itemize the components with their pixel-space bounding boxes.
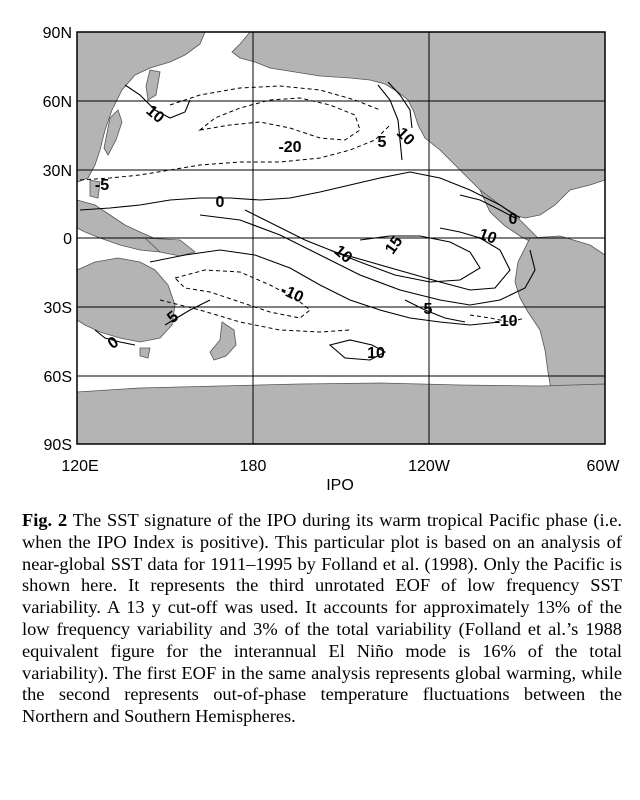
landmass-asia bbox=[76, 31, 206, 183]
y-tick-0: 0 bbox=[63, 231, 72, 248]
x-tick-120w: 120W bbox=[408, 458, 451, 475]
contour-label: 10 bbox=[476, 226, 499, 248]
x-axis-ticks: 120E 180 120W 60W bbox=[61, 458, 620, 475]
landmass-kamchatka bbox=[145, 69, 161, 101]
contour-minus10-se bbox=[469, 314, 526, 323]
y-tick-30n: 30N bbox=[43, 163, 72, 180]
contour-minus20 bbox=[198, 97, 361, 141]
x-tick-120e: 120E bbox=[61, 458, 98, 475]
contour-10-east bbox=[244, 209, 511, 291]
contour-10-nw bbox=[124, 84, 191, 119]
contour-10-south bbox=[328, 339, 387, 361]
landmass-new-guinea bbox=[143, 237, 196, 257]
contour-minus5-north bbox=[79, 124, 391, 181]
y-tick-60s: 60S bbox=[44, 369, 72, 386]
land-masses bbox=[76, 31, 606, 445]
landmass-new-zealand bbox=[209, 321, 237, 361]
contour-label: -10 bbox=[494, 313, 517, 330]
landmass-antarctica bbox=[76, 382, 606, 445]
y-tick-90s: 90S bbox=[44, 437, 72, 454]
landmass-australia bbox=[76, 257, 176, 343]
x-axis-label: IPO bbox=[326, 477, 354, 494]
caption-text: The SST signature of the IPO during its … bbox=[22, 510, 622, 727]
y-tick-30s: 30S bbox=[44, 300, 72, 317]
y-tick-60n: 60N bbox=[43, 94, 72, 111]
contour-0-south bbox=[149, 249, 501, 326]
contour-label: 10 bbox=[367, 345, 385, 362]
x-tick-60w: 60W bbox=[587, 458, 621, 475]
graticule bbox=[77, 32, 605, 444]
x-tick-180: 180 bbox=[240, 458, 267, 475]
negative-contours bbox=[79, 85, 526, 333]
contour-label: -5 bbox=[95, 177, 109, 194]
contour-5-se bbox=[404, 299, 466, 323]
contour-label: 5 bbox=[378, 134, 387, 151]
figure-caption: Fig. 2 The SST signature of the IPO duri… bbox=[22, 510, 622, 728]
contour-lines bbox=[79, 81, 536, 361]
contour-minus5-south bbox=[159, 299, 351, 333]
contour-15-core bbox=[329, 235, 481, 283]
landmass-japan bbox=[103, 109, 123, 156]
y-axis-ticks: 90N 60N 30N 0 30S 60S 90S bbox=[43, 25, 72, 454]
contour-label: 0 bbox=[509, 211, 518, 228]
ipo-sst-map: 90N 60N 30N 0 30S 60S 90S 120E 180 120W … bbox=[43, 25, 621, 494]
contour-label: -20 bbox=[278, 139, 301, 156]
contour-5-east bbox=[199, 214, 536, 306]
landmass-north-america bbox=[231, 31, 606, 219]
y-tick-90n: 90N bbox=[43, 25, 72, 42]
landmass-tasmania bbox=[139, 347, 151, 359]
contour-0-east-loop bbox=[459, 194, 516, 219]
contour-labels: 10 -20 5 10 -5 0 0 10 15 10 -10 5 5 -10 … bbox=[95, 102, 518, 362]
contour-10-ne bbox=[387, 81, 413, 129]
contour-label: 5 bbox=[424, 301, 433, 318]
contour-5-south bbox=[164, 299, 211, 326]
contour-zero-north bbox=[79, 171, 521, 219]
contour-label: 0 bbox=[216, 194, 225, 211]
caption-label: Fig. 2 bbox=[22, 510, 68, 530]
contour-0-sw bbox=[94, 329, 136, 346]
landmass-philippines bbox=[89, 179, 101, 199]
map-frame bbox=[76, 31, 606, 445]
contour-minus10-nw bbox=[169, 85, 381, 111]
contour-5-ne bbox=[377, 84, 403, 161]
